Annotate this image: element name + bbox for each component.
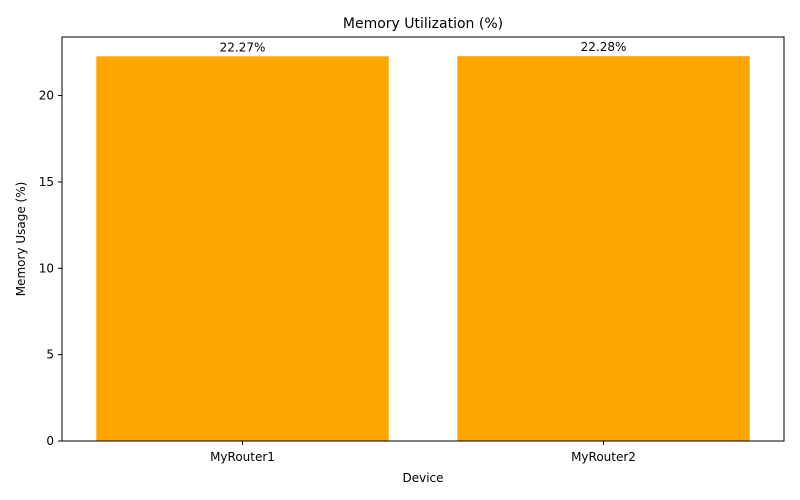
y-axis-label: Memory Usage (%) bbox=[14, 182, 28, 297]
y-tick-label: 10 bbox=[39, 261, 54, 275]
plot-frame bbox=[61, 36, 785, 442]
y-tick-label: 5 bbox=[46, 348, 54, 362]
x-tick-label-myrouter2: MyRouter2 bbox=[571, 450, 636, 464]
bars-group: 22.27% 22.28% bbox=[96, 40, 750, 441]
data-label-myrouter1: 22.27% bbox=[220, 40, 266, 54]
y-tick-label: 20 bbox=[39, 89, 54, 103]
x-axis-label: Device bbox=[402, 471, 443, 485]
ticks-group: MyRouter1 MyRouter2 0 5 10 15 20 bbox=[39, 89, 636, 464]
x-tick-label-myrouter1: MyRouter1 bbox=[210, 450, 275, 464]
data-label-myrouter2: 22.28% bbox=[581, 40, 627, 54]
y-tick-label: 15 bbox=[39, 175, 54, 189]
bar-myrouter2 bbox=[457, 56, 750, 441]
chart-title: Memory Utilization (%) bbox=[343, 16, 503, 32]
y-tick-label: 0 bbox=[46, 434, 54, 448]
bar-myrouter1 bbox=[96, 56, 389, 441]
